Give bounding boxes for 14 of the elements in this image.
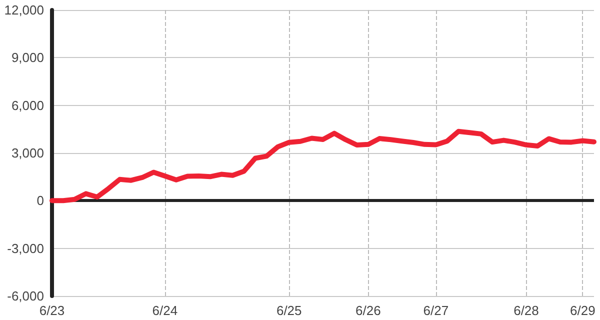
y-tick-label: -3,000 <box>7 240 44 256</box>
y-tick-label: -6,000 <box>7 288 44 304</box>
y-tick-label: 6,000 <box>11 98 44 113</box>
x-tick-label: 6/29 <box>570 303 596 318</box>
y-tick-label: 9,000 <box>11 50 44 66</box>
x-tick-label: 6/24 <box>152 303 178 318</box>
x-tick-label: 6/26 <box>356 303 381 318</box>
x-tick-label: 6/23 <box>39 303 65 318</box>
x-tick-label: 6/28 <box>514 303 539 318</box>
y-tick-label: 12,000 <box>4 2 44 18</box>
y-tick-label: 0 <box>36 193 44 208</box>
y-tick-label: 3,000 <box>11 146 44 160</box>
x-tick-label: 6/25 <box>276 303 302 318</box>
x-tick-label: 6/27 <box>423 303 449 318</box>
